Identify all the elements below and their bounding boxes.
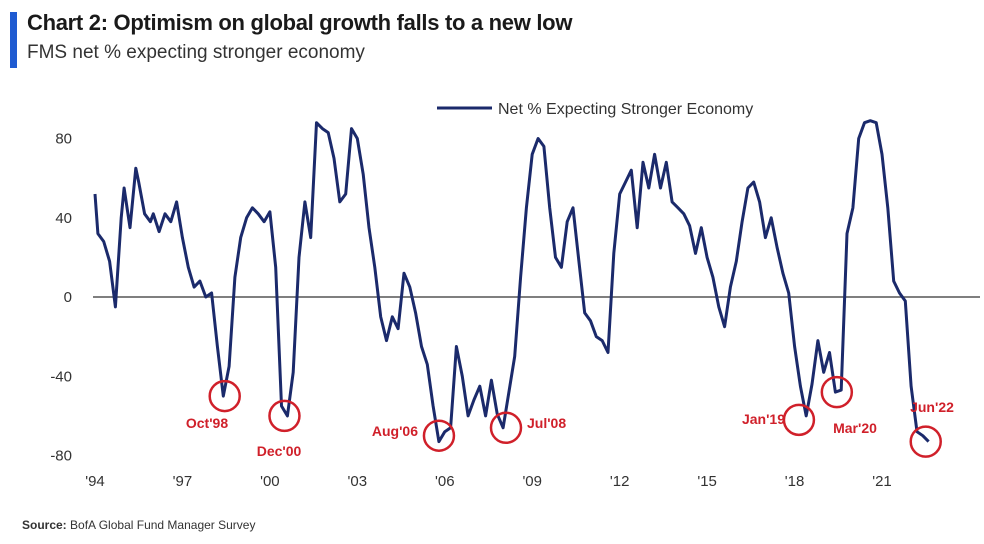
- x-tick-label: '12: [610, 473, 630, 490]
- annotation-circle: [208, 379, 241, 413]
- x-tick-label: '00: [260, 473, 280, 490]
- x-tick-label: '15: [697, 473, 717, 490]
- source-note: Source: BofA Global Fund Manager Survey: [22, 518, 255, 532]
- x-tick-label: '94: [85, 473, 105, 490]
- annotation-label: Jan'19: [742, 411, 785, 427]
- annotation-label: Aug'06: [372, 423, 418, 439]
- annotation-label: Jul'08: [527, 415, 566, 431]
- x-tick-label: '97: [173, 473, 193, 490]
- y-tick-label: 40: [55, 210, 72, 227]
- annotation-circle: [422, 419, 456, 452]
- y-tick-label: -80: [50, 448, 72, 465]
- source-text: BofA Global Fund Manager Survey: [70, 518, 256, 532]
- y-tick-label: 0: [64, 289, 72, 306]
- annotation-circle: [909, 425, 942, 458]
- annotation-circle: [268, 399, 301, 433]
- annotation-circle: [820, 375, 854, 409]
- legend-label: Net % Expecting Stronger Economy: [498, 101, 753, 118]
- annotation-label: Mar'20: [833, 420, 877, 436]
- annotation-label: Dec'00: [257, 443, 302, 459]
- chart-title: Chart 2: Optimism on global growth falls…: [27, 10, 573, 35]
- x-tick-label: '09: [522, 473, 542, 490]
- x-tick-label: '06: [435, 473, 455, 490]
- y-tick-label: -40: [50, 368, 72, 385]
- x-tick-label: '18: [785, 473, 805, 490]
- annotation-circle: [489, 411, 523, 445]
- y-tick-label: 80: [55, 131, 72, 148]
- annotation-label: Oct'98: [186, 415, 228, 431]
- annotation-circle: [782, 403, 816, 437]
- series-line: [93, 119, 930, 444]
- source-label: Source:: [22, 518, 67, 532]
- annotation-label: Jun'22: [910, 399, 954, 415]
- x-tick-label: '03: [348, 473, 368, 490]
- chart-subtitle: FMS net % expecting stronger economy: [27, 42, 365, 63]
- x-tick-label: '21: [872, 473, 892, 490]
- title-accent-bar: [10, 12, 17, 68]
